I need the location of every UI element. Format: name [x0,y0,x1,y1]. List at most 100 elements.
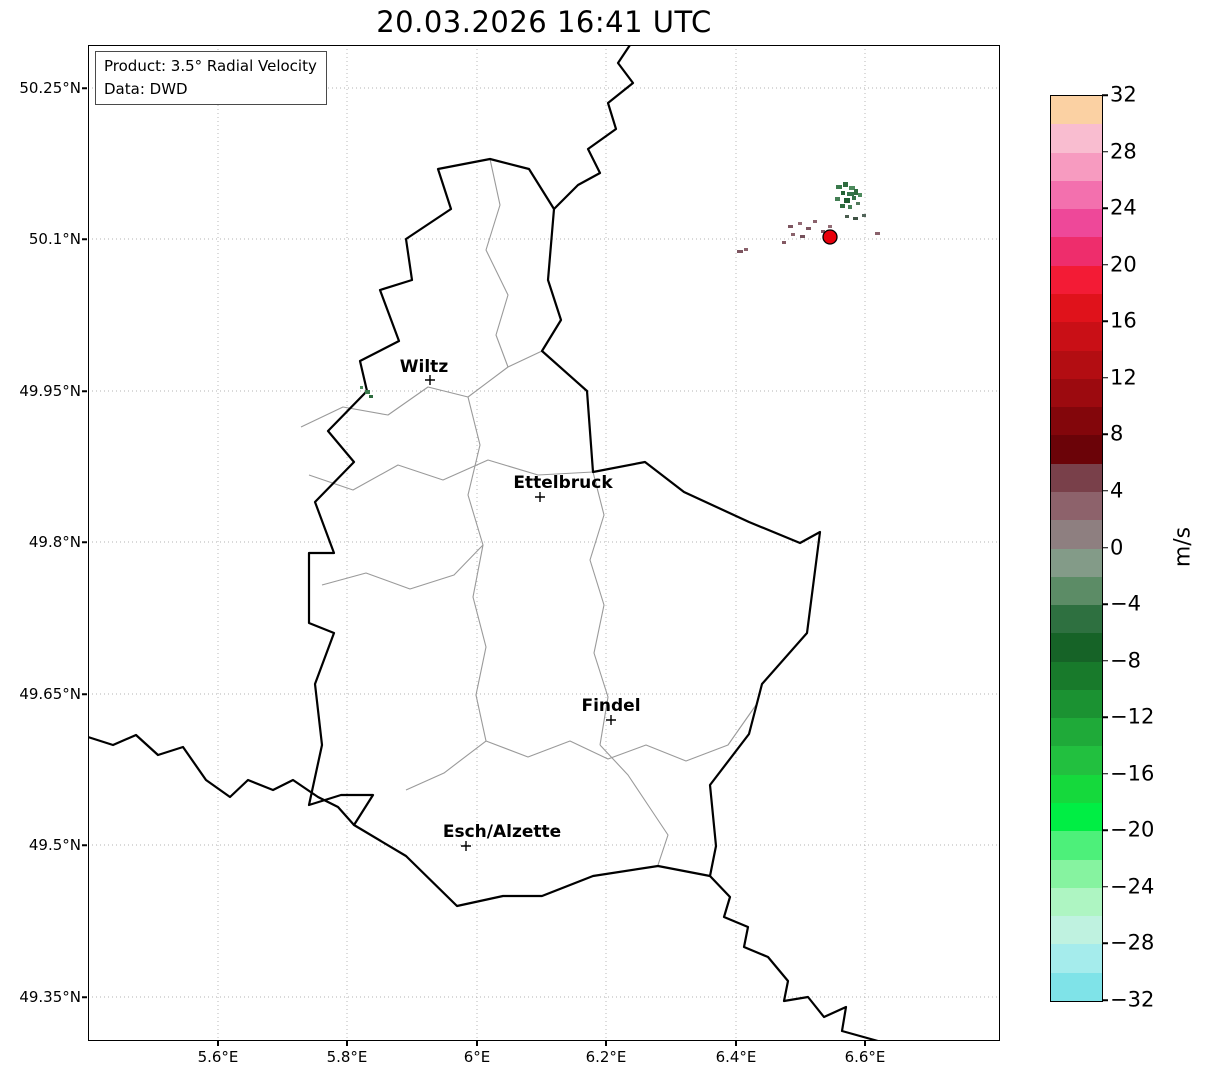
colorbar-tick-mark [1102,377,1108,379]
radar-echo-pixel [843,182,848,187]
colorbar-segment [1051,209,1102,238]
city-marker [535,492,545,502]
colorbar-segment [1051,548,1102,577]
district-border [405,740,487,791]
radar-echo-pixel [798,222,802,225]
city-label: Ettelbruck [513,473,613,493]
colorbar-tick-mark [1102,207,1108,209]
colorbar-segment [1051,237,1102,266]
radar-echo-pixel [360,386,363,389]
x-axis-tick-label: 6.2°E [585,1048,627,1066]
district-border [589,471,609,746]
colorbar-segment [1051,491,1102,521]
colorbar-segment [1051,605,1102,634]
colorbar-segment [1051,774,1102,804]
colorbar-tick-label: −24 [1110,874,1155,899]
x-axis-tick-mark [605,1041,607,1046]
district-border [485,704,757,762]
y-axis-tick-mark [82,693,87,695]
colorbar-tick-label: 12 [1110,365,1137,390]
district-border [485,158,509,368]
x-axis-tick-mark [476,1041,478,1046]
plot-title: 20.03.2026 16:41 UTC [376,5,712,39]
colorbar-tick-mark [1102,490,1108,492]
radar-echo-pixel [847,192,854,196]
radar-echo-pixel [875,232,880,235]
radar-echo-pixel [800,235,805,238]
colorbar-segment [1051,803,1102,832]
colorbar-tick-mark [1102,603,1108,605]
colorbar-segment [1051,661,1102,690]
radar-echo-pixel [788,225,793,228]
colorbar-segment [1051,463,1102,492]
colorbar-segment [1051,265,1102,294]
y-axis-tick-label: 49.5°N [28,836,81,854]
city-label: Wiltz [400,357,449,377]
colorbar-segment [1051,407,1102,436]
colorbar-gradient [1050,95,1103,1002]
district-border [300,350,543,428]
x-axis-tick-label: 6.6°E [844,1048,886,1066]
colorbar-tick-label: −12 [1110,704,1155,729]
colorbar-tick-mark [1102,829,1108,832]
colorbar-tick-mark [1102,659,1108,662]
district-border [321,544,484,590]
country-border-north [553,44,635,210]
radar-echo-pixel [821,230,825,233]
radar-echo-pixel [841,191,845,195]
y-axis-tick-mark [82,238,87,240]
colorbar-tick-mark [1102,320,1108,322]
colorbar-segment [1051,831,1102,860]
radar-site-dot [822,229,838,245]
colorbar-segment [1051,689,1102,719]
colorbar-tick-label: −8 [1110,648,1141,673]
colorbar-segment [1051,435,1102,464]
radar-echo-pixel [836,185,842,189]
radar-echo-pixel [844,198,850,203]
colorbar-segment [1051,944,1102,973]
info-product: Product: 3.5° Radial Velocity [104,57,317,75]
colorbar-tick-label: 32 [1110,82,1137,107]
radar-echo-pixel [828,225,832,228]
map-plot: Wiltz Ettelbruck Findel Esch/Alzette [87,44,1000,1043]
colorbar-tick-label: −16 [1110,761,1155,786]
radar-echo-pixel [853,217,858,220]
colorbar-segment [1051,718,1102,747]
x-axis-tick-mark [346,1041,348,1046]
city-label: Esch/Alzette [443,822,561,842]
colorbar-segment [1051,746,1102,775]
map-canvas: Wiltz Ettelbruck Findel Esch/Alzette [87,44,1000,1043]
colorbar-segment [1051,916,1102,945]
colorbar-tick-label: 0 [1110,535,1124,560]
radar-echo-pixel [845,215,849,218]
colorbar-tick-mark [1102,263,1108,266]
colorbar-tick-label: 16 [1110,308,1137,333]
radar-echo-pixel [737,250,743,253]
radar-echo-pixel [848,205,852,209]
colorbar-segment [1051,96,1102,125]
colorbar-tick-mark [1102,999,1108,1001]
x-axis-tick-mark [217,1041,219,1046]
country-border-west [87,733,355,826]
radar-echo-pixel [858,193,862,197]
info-box: Product: 3.5° Radial Velocity Data: DWD [95,51,327,105]
city-marker [461,841,471,851]
country-border-luxembourg [307,157,822,908]
radar-echo-pixel [813,220,817,223]
radar-echo-pixel [854,189,858,195]
colorbar-tick-label: 8 [1110,421,1124,446]
x-axis-tick-label: 6°E [463,1048,491,1066]
colorbar-tick-mark [1102,433,1108,436]
y-axis-tick-mark [82,390,87,392]
colorbar-segment [1051,152,1102,181]
colorbar-segment [1051,293,1102,323]
colorbar-segment [1051,972,1102,1001]
colorbar-tick-mark [1102,94,1108,96]
colorbar-segment [1051,124,1102,153]
radar-echo-pixel [369,395,373,398]
y-axis-tick-mark [82,996,87,998]
colorbar-tick-label: 28 [1110,139,1137,164]
colorbar-segment [1051,859,1102,888]
y-axis-tick-label: 50.1°N [28,230,81,248]
